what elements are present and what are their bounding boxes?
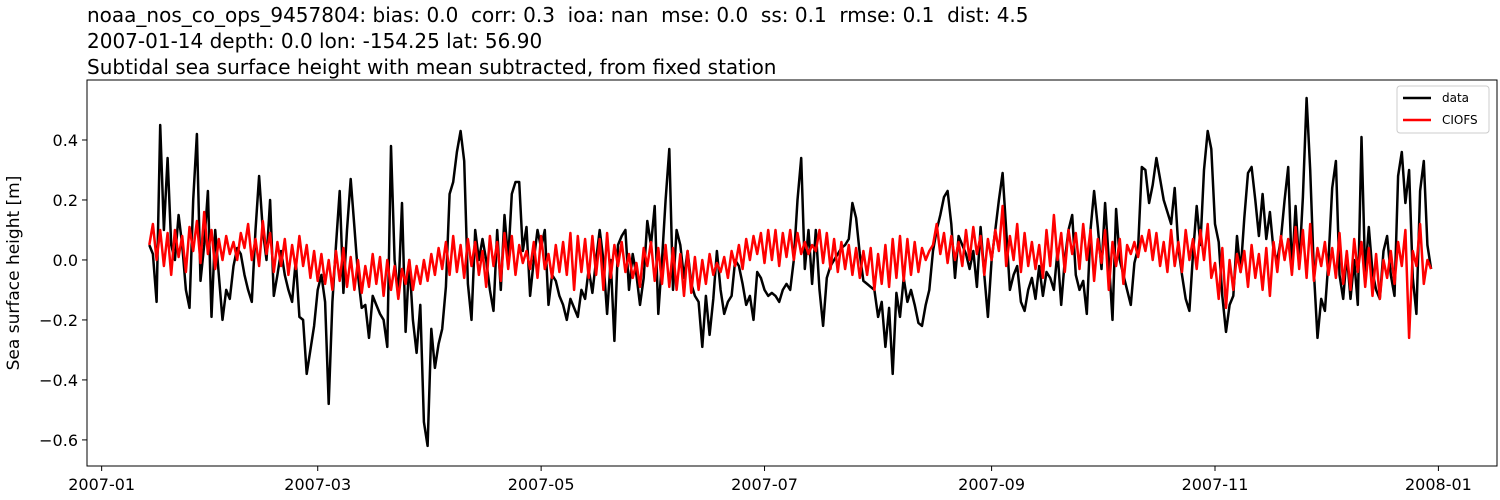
legend-label-data: data xyxy=(1442,91,1469,105)
x-tick-label: 2007-09 xyxy=(958,475,1025,494)
y-tick-label: 0.4 xyxy=(53,131,78,150)
y-tick-label: −0.4 xyxy=(39,371,78,390)
legend: data CIOFS xyxy=(1396,85,1490,134)
x-axis: 2007-01 2007-03 2007-05 2007-07 2007-09 2007-… xyxy=(68,466,1472,494)
y-tick-label: −0.2 xyxy=(39,311,78,330)
legend-label-ciofs: CIOFS xyxy=(1442,113,1478,127)
x-tick-label: 2007-11 xyxy=(1182,475,1249,494)
title-line-location: 2007-01-14 depth: 0.0 lon: -154.25 lat: … xyxy=(87,29,542,53)
series-line-data xyxy=(148,96,1433,448)
y-tick-label: −0.6 xyxy=(39,431,78,450)
x-tick-label: 2007-05 xyxy=(508,475,575,494)
chart-title: noaa_nos_co_ops_9457804: bias: 0.0 corr:… xyxy=(87,3,1029,79)
x-tick-label: 2007-07 xyxy=(731,475,798,494)
y-tick-label: 0.0 xyxy=(53,251,78,270)
y-tick-label: 0.2 xyxy=(53,191,78,210)
x-tick-label: 2007-01 xyxy=(68,475,135,494)
series-line-ciofs xyxy=(148,204,1433,340)
x-tick-label: 2008-01 xyxy=(1405,475,1472,494)
title-line-stats: noaa_nos_co_ops_9457804: bias: 0.0 corr:… xyxy=(87,3,1029,27)
title-line-description: Subtidal sea surface height with mean su… xyxy=(87,55,776,79)
y-axis-label: Sea surface height [m] xyxy=(4,176,24,371)
axes-frame xyxy=(86,79,1498,467)
y-axis: −0.6 −0.4 −0.2 0.0 0.2 0.4 xyxy=(39,131,87,450)
x-tick-label: 2007-03 xyxy=(284,475,351,494)
plot-area xyxy=(148,96,1433,448)
